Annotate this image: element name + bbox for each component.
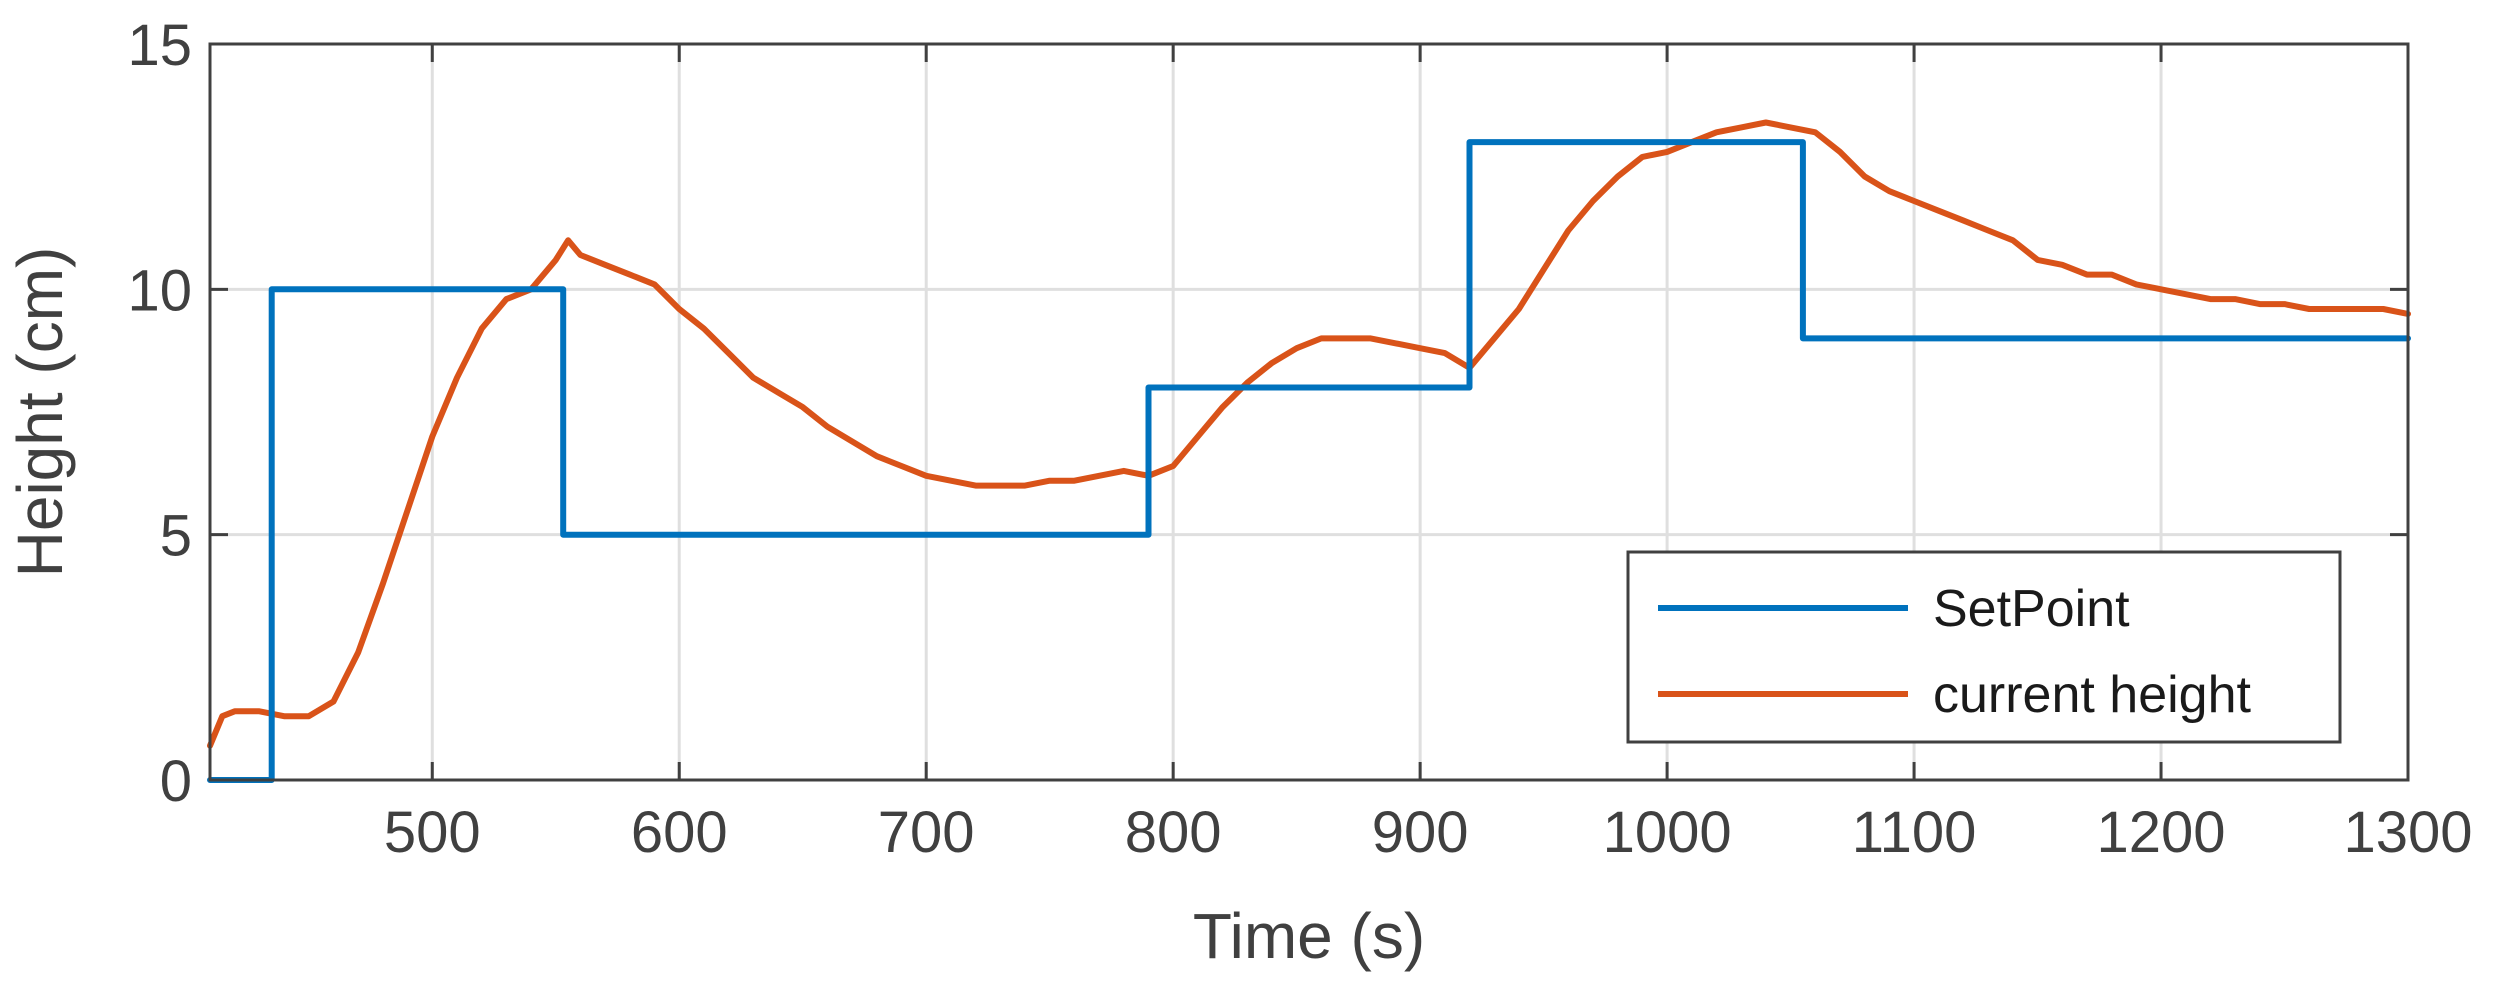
legend-label-current-height: current height — [1933, 666, 2252, 724]
x-tick-label: 1200 — [2097, 800, 2226, 865]
x-tick-label: 1000 — [1603, 800, 1732, 865]
series-line-setpoint — [207, 139, 2411, 783]
y-tick-label: 0 — [160, 749, 192, 814]
y-tick-labels: 0 5 10 15 — [127, 13, 192, 814]
x-tick-label: 900 — [1372, 800, 1469, 865]
series-lines — [207, 119, 2411, 783]
plot-frame — [208, 42, 2410, 782]
y-tick-label: 5 — [160, 504, 192, 569]
legend-label-setpoint: SetPoint — [1933, 580, 2130, 638]
x-tick-label: 700 — [878, 800, 975, 865]
x-axis-title: Time (s) — [1193, 900, 1425, 972]
x-tick-label: 1100 — [1852, 800, 1977, 865]
y-tick-label: 15 — [127, 13, 192, 78]
x-tick-label: 1300 — [2343, 800, 2472, 865]
axis-ticks — [210, 42, 2410, 782]
x-tick-label: 600 — [631, 800, 728, 865]
legend: SetPoint current height — [1626, 550, 2342, 744]
x-tick-label: 500 — [384, 800, 481, 865]
series-line-current-height — [207, 119, 2411, 749]
x-tick-label: 800 — [1125, 800, 1222, 865]
x-tick-labels: 500 600 700 800 900 1000 1100 1200 1300 — [384, 800, 2473, 865]
y-axis-title: Height (cm) — [4, 247, 76, 578]
legend-box — [1626, 550, 2342, 744]
y-tick-label: 10 — [127, 258, 192, 323]
